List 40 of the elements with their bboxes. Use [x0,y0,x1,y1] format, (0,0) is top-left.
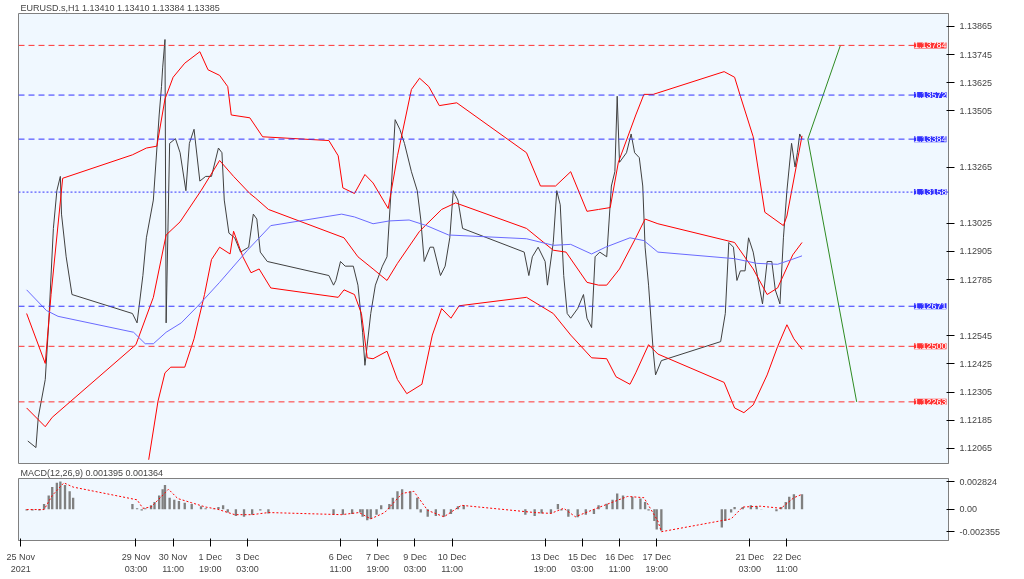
y-tick-label: 1.13505 [959,105,993,116]
y-tick-label: 1.13745 [959,49,993,60]
ref-line-label: 1.12500 [913,341,947,352]
y-tick-label: 1.12305 [959,387,993,398]
x-tick-label: 29 Nov 03:00 [121,551,151,574]
y-tick-label: 1.12545 [959,330,993,341]
ref-line-label: 1.13158 [913,187,947,198]
y-tick-label: 0.002824 [959,476,998,487]
x-tick-label: 9 Dec 03:00 [403,551,428,574]
y-tick-label: 1.12785 [959,274,993,285]
x-tick-label: 10 Dec 11:00 [437,551,467,574]
x-tick-label: 6 Dec 11:00 [328,551,353,574]
y-tick-label: 1.12425 [959,358,993,369]
x-tick-label: 13 Dec 19:00 [530,551,560,574]
y-tick-label: 1.12905 [959,246,993,257]
x-tick-label: 3 Dec 03:00 [235,551,260,574]
x-tick-label: 16 Dec 11:00 [605,551,635,574]
x-tick-label: 21 Dec 03:00 [735,551,765,574]
y-tick-label: 1.13865 [959,21,993,32]
y-tick-label: -0.002355 [959,526,1001,537]
y-tick-label: 0.00 [959,504,978,515]
y-tick-label: 1.12185 [959,415,993,426]
y-tick-label: 1.13025 [959,218,993,229]
ref-line-label: 1.12671 [913,301,947,312]
ref-line-label: 1.13384 [913,134,947,145]
x-tick-label: 17 Dec 19:00 [642,551,672,574]
chart-title: EURUSD.s,H1 1.13410 1.13410 1.13384 1.13385 [20,3,220,13]
y-tick-label: 1.13625 [959,77,993,88]
y-tick-label: 1.13265 [959,162,993,173]
x-tick-label: 7 Dec 19:00 [365,551,390,574]
ref-line-label: 1.13572 [913,90,947,101]
x-tick-label: 15 Dec 03:00 [568,551,598,574]
ref-line-label: 1.12263 [913,396,947,407]
ref-line-label: 1.13784 [913,40,947,51]
x-tick-label: 22 Dec 11:00 [772,551,802,574]
x-tick-label: 30 Nov 11:00 [158,551,188,574]
x-tick-label: 1 Dec 19:00 [198,551,223,574]
y-tick-label: 1.12065 [959,443,993,454]
x-tick-label: 25 Nov 2021 [6,551,36,574]
chart-title: MACD(12,26,9) 0.001395 0.001364 [20,468,164,478]
